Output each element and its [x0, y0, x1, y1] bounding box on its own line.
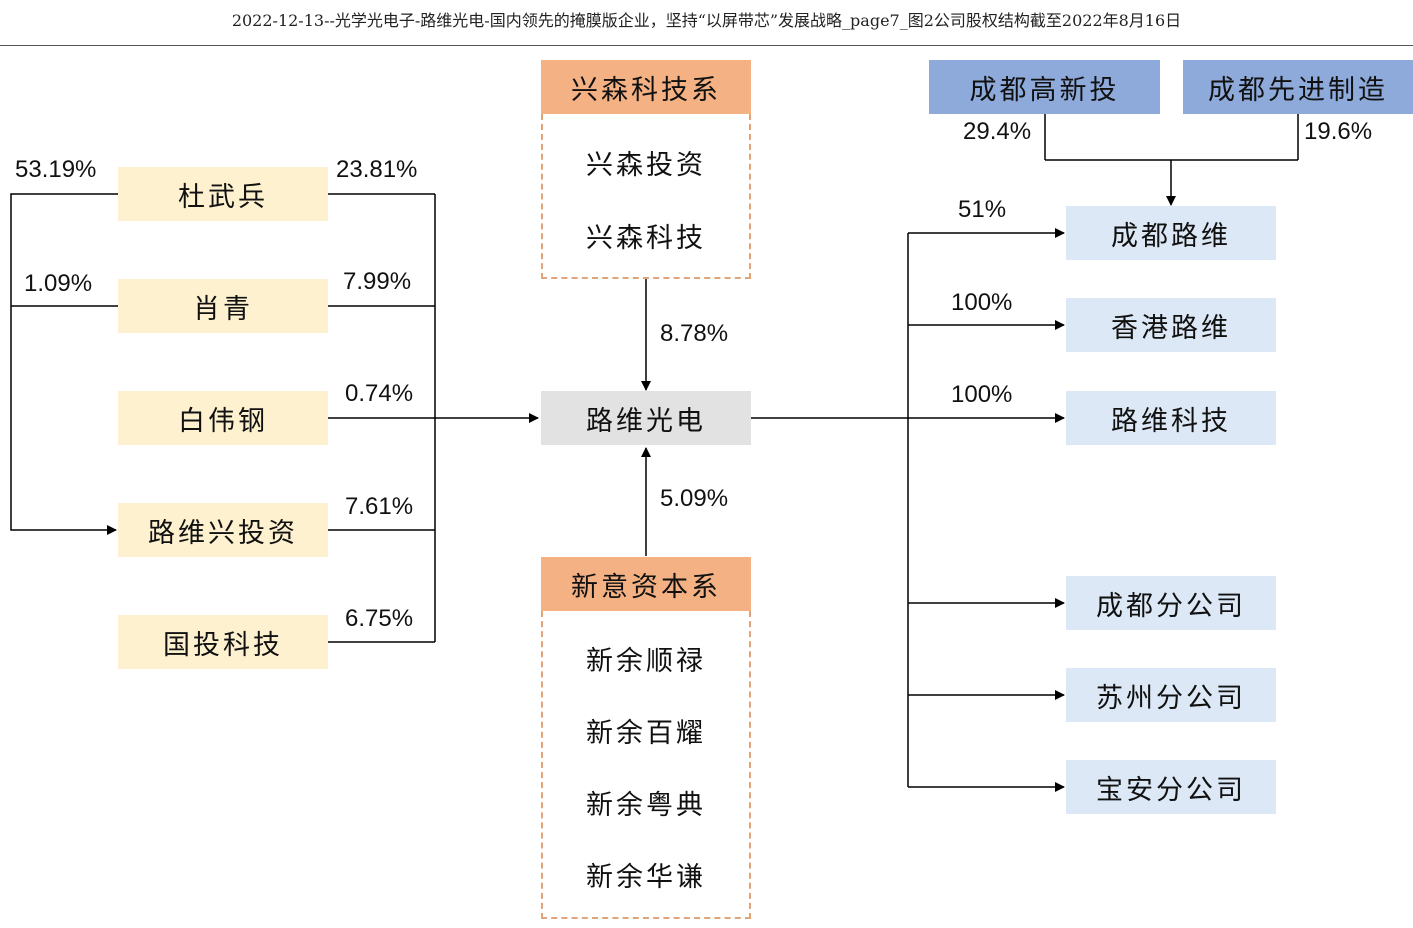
pct-luwei-xing-stake: 7.61%: [345, 493, 414, 520]
group-xingsen-title: 兴森科技系: [541, 60, 751, 114]
subsidiary-hongkong-luwei: 香港路维: [1066, 298, 1276, 352]
group-xinyi-members: [541, 611, 751, 919]
branch-baoan: 宝安分公司: [1066, 760, 1276, 814]
shareholder-xiao-qing: 肖青: [118, 279, 328, 333]
pct-du-wubing-to-luwei-xing: 53.19%: [15, 156, 97, 183]
shareholder-bai-weigang: 白伟钢: [118, 391, 328, 445]
figure-caption: 2022-12-13--光学光电子-路维光电-国内领先的掩膜版企业，坚持“以屏带…: [0, 0, 1413, 46]
shareholder-du-wubing: 杜武兵: [118, 167, 328, 221]
shareholder-luwei-xing-investment: 路维兴投资: [118, 503, 328, 557]
pct-xiao-qing-to-luwei-xing: 1.09%: [24, 270, 93, 297]
pct-luwei-tech: 100%: [951, 381, 1013, 408]
branch-chengdu: 成都分公司: [1066, 576, 1276, 630]
group-xinyi-member: 新余华谦: [586, 862, 706, 893]
pct-gaoxintou-stake: 29.4%: [963, 118, 1032, 145]
pct-advanced-manufacturing-stake: 19.6%: [1304, 118, 1373, 145]
pct-hongkong-luwei: 100%: [951, 289, 1013, 316]
group-xinyi-member: 新余粤典: [586, 790, 706, 821]
pct-xingsen-stake: 8.78%: [660, 320, 729, 347]
pct-chengdu-luwei: 51%: [958, 196, 1007, 223]
subsidiary-luwei-tech: 路维科技: [1066, 391, 1276, 445]
branch-suzhou: 苏州分公司: [1066, 668, 1276, 722]
pct-xiao-qing-stake: 7.99%: [343, 268, 412, 295]
group-xingsen-members: [541, 114, 751, 279]
pct-guotou-tech-stake: 6.75%: [345, 605, 414, 632]
investor-chengdu-advanced-manufacturing: 成都先进制造: [1183, 60, 1413, 114]
shareholder-guotou-tech: 国投科技: [118, 615, 328, 669]
group-xinyi-member: 新余顺禄: [586, 646, 706, 677]
group-xingsen-member: 兴森投资: [586, 150, 706, 181]
pct-bai-weigang-stake: 0.74%: [345, 380, 414, 407]
company-luwei-optoelectronics: 路维光电: [541, 391, 751, 445]
subsidiary-chengdu-luwei: 成都路维: [1066, 206, 1276, 260]
group-xingsen-member: 兴森科技: [586, 223, 706, 254]
group-xinyi-member: 新余百耀: [586, 718, 706, 749]
investor-chengdu-gaoxintou: 成都高新投: [929, 60, 1160, 114]
pct-du-wubing-stake: 23.81%: [336, 156, 418, 183]
group-xinyi-title: 新意资本系: [541, 557, 751, 611]
pct-xinyi-stake: 5.09%: [660, 485, 729, 512]
